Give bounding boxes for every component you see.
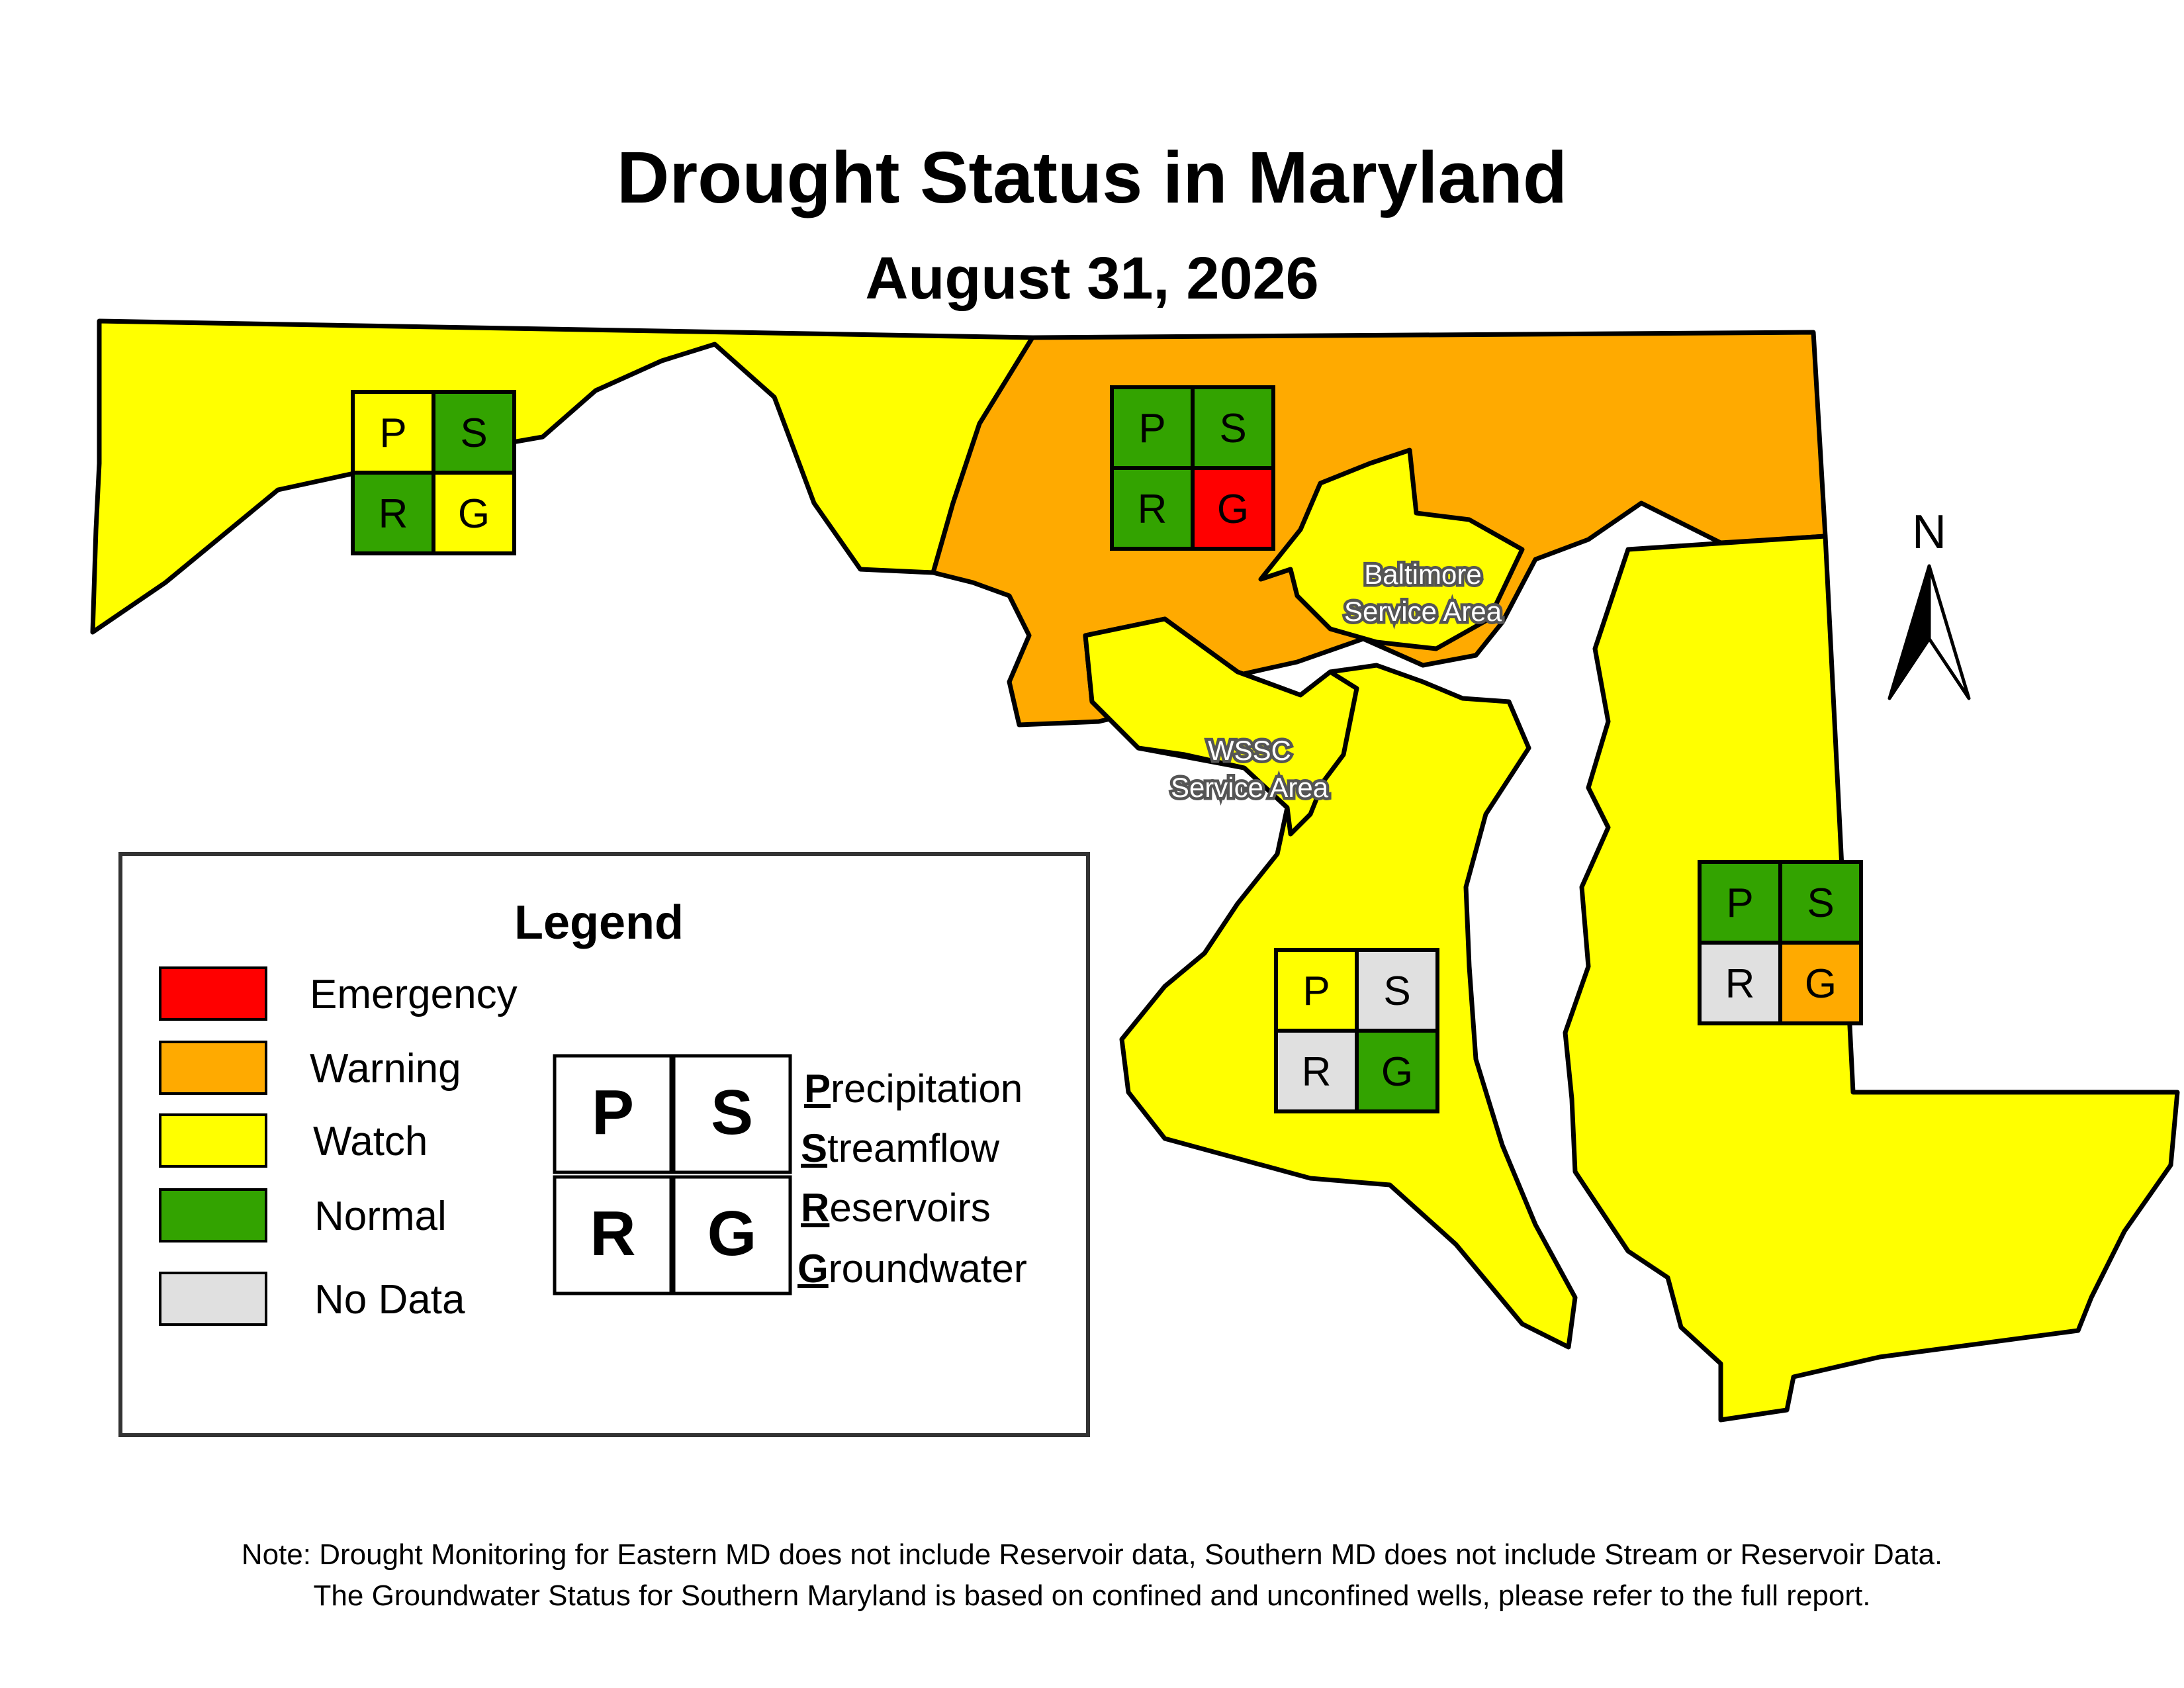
indicator-letter-g: G bbox=[1805, 961, 1837, 1007]
legend-swatch-list: Emergency Warning Watch Normal No Data bbox=[159, 966, 518, 1326]
indicator-cell-g bbox=[1191, 466, 1275, 551]
indicator-grid-western: P S R G bbox=[351, 390, 516, 555]
wssc-label-line1: WSSC bbox=[1208, 735, 1291, 766]
indicator-letter-s: S bbox=[1807, 880, 1834, 926]
indicator-letter-p: P bbox=[1138, 406, 1165, 451]
indicator-letter-g: G bbox=[458, 491, 490, 537]
footnote-line-2: The Groundwater Status for Southern Mary… bbox=[313, 1579, 1871, 1612]
region-eastern bbox=[1563, 534, 2180, 1423]
legend-label-emergency: Emergency bbox=[310, 972, 518, 1017]
indicator-letter-r: R bbox=[379, 491, 408, 537]
indicator-grid-southern: P S R G bbox=[1274, 948, 1439, 1113]
indicator-grid-central: P S R G bbox=[1110, 385, 1275, 551]
legend-key-letter-p: P bbox=[592, 1077, 634, 1148]
legend-key-cell-p bbox=[553, 1054, 673, 1174]
indicator-cell-g bbox=[1778, 941, 1863, 1025]
wssc-label-line2: Service Area bbox=[1171, 772, 1329, 803]
indicator-grid-eastern: P S R G bbox=[1698, 860, 1863, 1025]
legend-label-warning: Warning bbox=[310, 1046, 461, 1092]
north-arrow-icon: N bbox=[1888, 506, 1971, 700]
indicator-letter-g: G bbox=[1217, 487, 1249, 532]
indicator-letter-s: S bbox=[1219, 406, 1246, 451]
indicator-cell-s bbox=[1355, 948, 1439, 1033]
key-word-groundwater: Groundwater bbox=[797, 1246, 1027, 1291]
indicator-cell-s bbox=[1778, 860, 1863, 945]
indicator-cell-g bbox=[1355, 1029, 1439, 1113]
legend-key-cell-r bbox=[553, 1175, 673, 1295]
legend-title: Legend bbox=[514, 896, 684, 949]
legend-swatch-no-data bbox=[159, 1272, 267, 1326]
indicator-cell-s bbox=[1191, 385, 1275, 470]
region-western bbox=[90, 318, 1035, 635]
legend-key-cell-s bbox=[672, 1054, 792, 1174]
key-word-reservoirs: Reservoirs bbox=[801, 1186, 991, 1230]
indicator-letter-p: P bbox=[379, 410, 406, 456]
indicator-letter-s: S bbox=[460, 410, 487, 456]
indicator-letter-r: R bbox=[1302, 1049, 1332, 1095]
indicator-cell-r bbox=[351, 471, 435, 555]
indicator-letter-r: R bbox=[1138, 487, 1167, 532]
indicator-cell-r bbox=[1698, 941, 1782, 1025]
legend-swatch-watch bbox=[159, 1113, 267, 1168]
baltimore-label-line1: Baltimore bbox=[1364, 559, 1481, 590]
indicator-cell-r bbox=[1110, 466, 1195, 551]
indicator-letter-g: G bbox=[1381, 1049, 1413, 1095]
baltimore-service-area bbox=[1258, 447, 1525, 651]
baltimore-label-line2: Service Area bbox=[1344, 596, 1502, 627]
indicator-letter-s: S bbox=[1383, 968, 1410, 1014]
legend-swatch-emergency bbox=[159, 966, 267, 1021]
legend-key-letter-g: G bbox=[707, 1198, 757, 1269]
indicator-cell-g bbox=[432, 471, 516, 555]
key-word-precipitation: Precipitation bbox=[804, 1066, 1023, 1111]
map-date: August 31, 2026 bbox=[865, 246, 1319, 312]
north-label: N bbox=[1912, 506, 1946, 559]
legend-label-normal: Normal bbox=[314, 1194, 447, 1239]
key-word-streamflow: Streamflow bbox=[801, 1126, 1000, 1170]
legend-key-letter-r: R bbox=[590, 1198, 635, 1269]
legend-swatch-normal bbox=[159, 1188, 267, 1243]
legend-key-cell-g bbox=[672, 1175, 792, 1295]
footnote-line-1: Note: Drought Monitoring for Eastern MD … bbox=[241, 1538, 1943, 1571]
legend-key-letter-s: S bbox=[711, 1077, 753, 1148]
wssc-service-area bbox=[1083, 616, 1359, 837]
legend-label-no-data: No Data bbox=[314, 1277, 465, 1323]
legend-key-words: Precipitation Streamflow Reservoirs Grou… bbox=[797, 1066, 1027, 1291]
legend-swatch-warning bbox=[159, 1041, 267, 1095]
indicator-letter-p: P bbox=[1302, 968, 1330, 1014]
indicator-letter-p: P bbox=[1726, 880, 1753, 926]
indicator-cell-r bbox=[1274, 1029, 1359, 1113]
indicator-letter-r: R bbox=[1725, 961, 1755, 1007]
legend-panel: Legend Emergency Warning Watch Normal No Dat… bbox=[118, 852, 1090, 1437]
legend-label-watch: Watch bbox=[313, 1119, 428, 1164]
map-title: Drought Status in Maryland bbox=[616, 137, 1568, 218]
legend-key-grid: P S R G bbox=[553, 1054, 792, 1295]
